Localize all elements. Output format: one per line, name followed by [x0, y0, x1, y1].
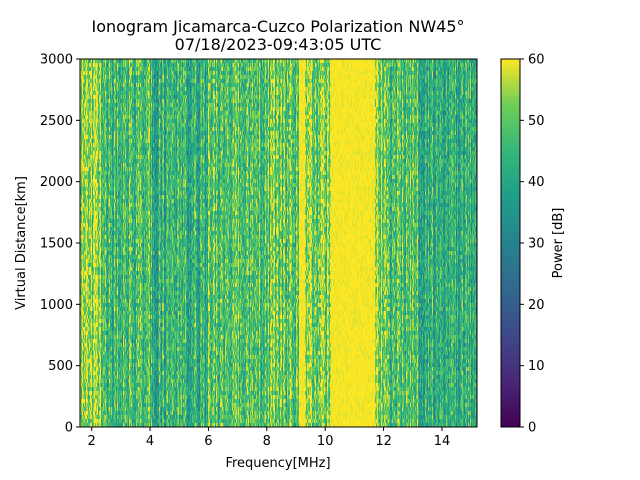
- heatmap-area: [80, 59, 477, 427]
- chart-subtitle: 07/18/2023-09:43:05 UTC: [175, 35, 382, 54]
- chart-title: Ionogram Jicamarca-Cuzco Polarization NW…: [91, 17, 464, 36]
